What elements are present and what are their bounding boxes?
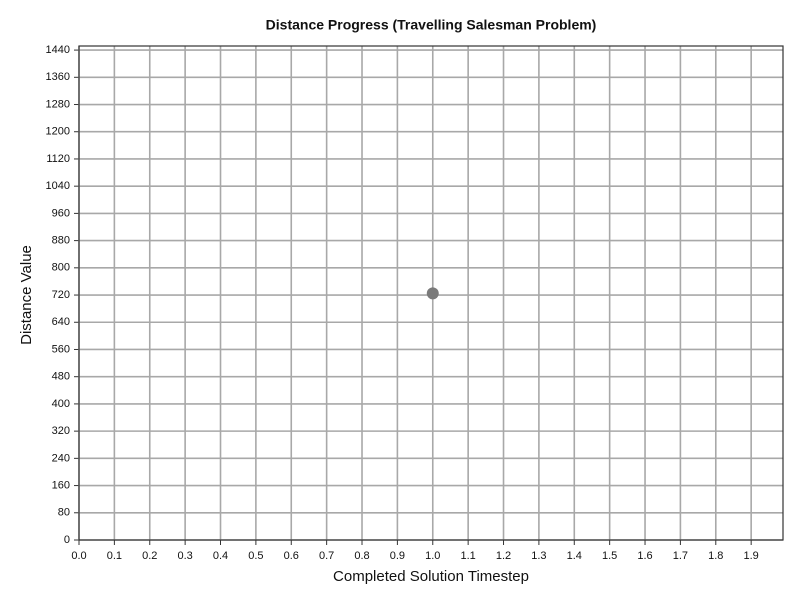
x-tick-label: 0.0	[71, 550, 86, 562]
x-tick-label: 0.5	[248, 550, 263, 562]
x-tick-label: 1.1	[460, 550, 475, 562]
y-tick-label: 1120	[46, 153, 70, 165]
x-axis-label: Completed Solution Timestep	[333, 568, 529, 585]
x-tick-label: 0.6	[284, 550, 299, 562]
x-tick-label: 1.5	[602, 550, 617, 562]
data-point	[426, 287, 439, 300]
x-tick-label: 0.1	[107, 550, 122, 562]
y-tick-label: 240	[52, 452, 70, 464]
y-tick-label: 1440	[46, 44, 70, 56]
x-tick-label: 1.6	[637, 550, 652, 562]
x-tick-label: 0.7	[319, 550, 334, 562]
y-tick-label: 160	[52, 479, 70, 491]
y-tick-label: 800	[52, 262, 70, 274]
x-tick-label: 1.2	[496, 550, 511, 562]
x-tick-label: 1.0	[425, 550, 440, 562]
y-axis-label: Distance Value	[18, 245, 35, 345]
chart-title: Distance Progress (Travelling Salesman P…	[266, 17, 597, 33]
x-tick-label: 0.3	[177, 550, 192, 562]
y-tick-label: 1040	[46, 180, 70, 192]
y-tick-label: 720	[52, 289, 70, 301]
x-tick-label: 1.3	[531, 550, 546, 562]
y-tick-label: 80	[58, 507, 70, 519]
y-tick-label: 320	[52, 425, 70, 437]
y-tick-label: 960	[52, 207, 70, 219]
x-tick-label: 0.9	[390, 550, 405, 562]
y-tick-label: 640	[52, 316, 70, 328]
y-tick-label: 0	[64, 534, 70, 546]
x-tick-label: 1.4	[567, 550, 582, 562]
y-tick-label: 400	[52, 398, 70, 410]
y-tick-label: 1200	[46, 126, 70, 138]
y-tick-label: 480	[52, 371, 70, 383]
x-tick-label: 0.8	[354, 550, 369, 562]
x-tick-label: 1.8	[708, 550, 723, 562]
y-tick-label: 880	[52, 235, 70, 247]
x-tick-label: 1.9	[744, 550, 759, 562]
y-tick-label: 1360	[46, 71, 70, 83]
plot-frame	[78, 45, 784, 541]
y-tick-label: 1280	[46, 98, 70, 110]
x-tick-label: 0.2	[142, 550, 157, 562]
x-tick-label: 1.7	[673, 550, 688, 562]
x-tick-label: 0.4	[213, 550, 228, 562]
y-tick-label: 560	[52, 343, 70, 355]
